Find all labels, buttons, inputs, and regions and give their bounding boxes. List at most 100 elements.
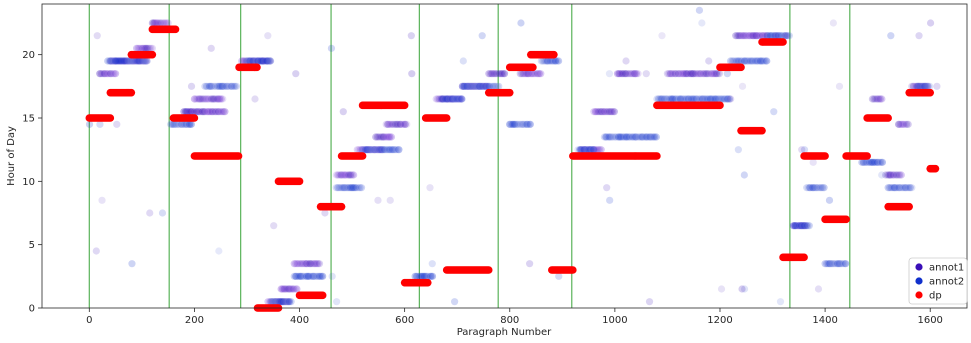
annot2-point xyxy=(781,32,789,40)
annot1-point xyxy=(703,70,711,78)
annot1-point xyxy=(120,57,129,65)
annot2-point xyxy=(890,184,899,192)
annot2-point xyxy=(692,95,700,103)
annot1-point xyxy=(581,146,590,154)
annot1-point xyxy=(343,171,351,179)
annot2-point xyxy=(859,158,868,166)
annot1-point xyxy=(898,120,906,128)
annot2-point xyxy=(257,57,265,65)
annot1-point xyxy=(100,70,109,78)
annot2-point xyxy=(267,57,275,65)
annot1-point xyxy=(530,70,539,78)
annot1-point xyxy=(375,146,384,154)
dp-point xyxy=(842,215,850,224)
annot1-point xyxy=(621,70,629,78)
annot1-point xyxy=(463,82,471,90)
annot1-point xyxy=(466,82,474,90)
annot1-point xyxy=(273,298,282,306)
annot2-point xyxy=(796,222,804,230)
annot2-point xyxy=(641,133,649,141)
annot1-point xyxy=(277,285,285,293)
annot1-point xyxy=(199,108,207,116)
annot2-point xyxy=(116,57,124,65)
annot1-point xyxy=(923,82,932,90)
annot2-point xyxy=(379,146,387,154)
annot2-point xyxy=(179,120,187,128)
annot1-point xyxy=(383,133,391,141)
outlier-point xyxy=(327,44,336,52)
legend-marker-annot1 xyxy=(915,263,923,271)
annot2-point xyxy=(480,82,489,90)
annot1-point xyxy=(527,70,535,78)
annot1-point xyxy=(378,133,386,141)
annot1-point xyxy=(395,120,403,128)
annot1-point xyxy=(578,146,586,154)
annot2-point xyxy=(243,57,251,65)
annot1-point xyxy=(282,285,290,293)
annot1-point xyxy=(615,70,623,78)
annot2-point xyxy=(905,184,913,192)
annot2-point xyxy=(510,120,519,128)
annot1-point xyxy=(894,171,902,179)
annot2-point xyxy=(317,272,325,280)
annot1-point xyxy=(610,108,618,116)
dp-point xyxy=(423,278,432,287)
annot1-point xyxy=(133,44,141,52)
annot1-point xyxy=(917,82,925,90)
annot2-point xyxy=(621,133,629,141)
annot2-point xyxy=(622,133,631,141)
annot1-point xyxy=(922,82,930,90)
annot2-point xyxy=(110,57,118,65)
annot2-point xyxy=(366,146,375,154)
annot1-point xyxy=(577,146,585,154)
annot2-point xyxy=(381,146,389,154)
annot2-point xyxy=(471,82,479,90)
annot1-point xyxy=(255,57,263,65)
annot2-point xyxy=(864,158,872,166)
annot1-point xyxy=(482,82,490,90)
annot2-point xyxy=(474,82,482,90)
annot2-point xyxy=(456,95,464,103)
annot1-point xyxy=(709,70,717,78)
annot1-point xyxy=(529,70,537,78)
annot1-point xyxy=(198,95,206,103)
annot2-point xyxy=(450,95,458,103)
annot2-point xyxy=(745,57,754,65)
annot1-point xyxy=(136,44,144,52)
annot1-point xyxy=(159,19,168,27)
annot2-point xyxy=(453,95,461,103)
annot1-point xyxy=(202,108,210,116)
annot1-point xyxy=(895,120,903,128)
annot2-point xyxy=(676,95,685,103)
annot2-point xyxy=(635,133,643,141)
annot1-point xyxy=(401,120,409,128)
annot2-point xyxy=(271,298,279,306)
annot1-point xyxy=(480,82,489,90)
annot2-point xyxy=(678,95,686,103)
annot1-point xyxy=(355,146,363,154)
annot1-point xyxy=(376,133,385,141)
annot2-point xyxy=(262,57,270,65)
annot2-point xyxy=(507,120,515,128)
annot2-point xyxy=(730,57,738,65)
outlier-point xyxy=(809,158,817,166)
annot2-point xyxy=(680,95,688,103)
annot2-point xyxy=(659,95,667,103)
y-tick-label: 10 xyxy=(22,177,35,188)
annot1-point xyxy=(434,95,442,103)
annot2-point xyxy=(440,95,449,103)
annot1-point xyxy=(631,70,639,78)
annot1-point xyxy=(681,70,689,78)
annot1-point xyxy=(757,32,765,40)
annot2-point xyxy=(835,260,843,268)
annot2-point xyxy=(135,57,143,65)
dp-point xyxy=(905,202,913,211)
annot2-point xyxy=(308,272,316,280)
annot2-point xyxy=(466,82,474,90)
annot1-point xyxy=(878,95,886,103)
outlier-point xyxy=(606,196,614,204)
annot1-point xyxy=(332,171,340,179)
annot1-point xyxy=(751,32,759,40)
annot1-point xyxy=(314,260,322,268)
annot1-point xyxy=(912,82,921,90)
